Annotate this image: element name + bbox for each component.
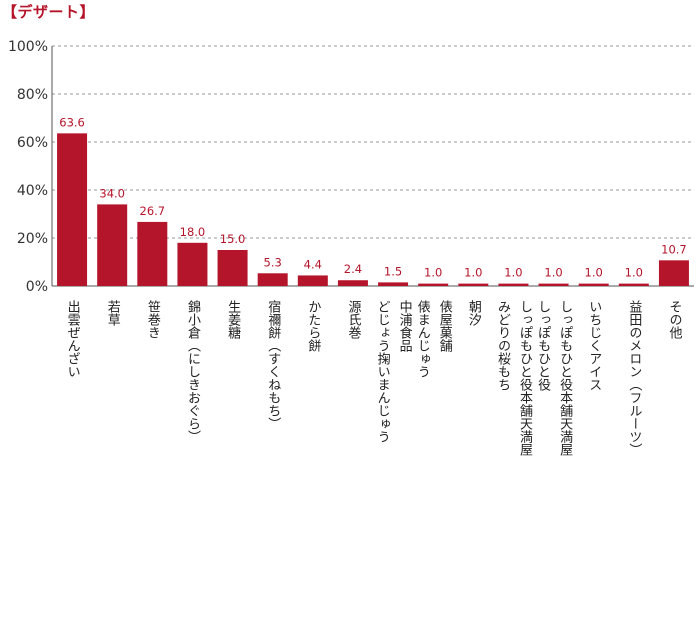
value-label: 1.0 — [585, 266, 603, 280]
bar — [378, 282, 409, 286]
chart-title: 【デザート】 — [2, 3, 96, 21]
value-label: 1.0 — [504, 266, 522, 280]
value-label: 1.0 — [625, 266, 643, 280]
y-tick-label: 60% — [17, 135, 48, 151]
y-tick-label: 100% — [8, 39, 48, 55]
bar — [658, 260, 689, 286]
y-tick-label: 0% — [26, 279, 48, 295]
category-label: 朝汐 — [466, 300, 482, 326]
value-label: 63.6 — [59, 115, 85, 129]
value-label: 26.7 — [140, 204, 166, 218]
category-label: 出雲ぜんざい — [65, 300, 81, 378]
value-label: 4.4 — [304, 257, 322, 271]
bar — [337, 280, 368, 286]
category-label: かたら餅 — [305, 300, 321, 352]
bar — [578, 283, 609, 286]
category-label: どじょう掬いまんじゅう — [375, 300, 391, 443]
bar — [618, 283, 649, 286]
value-label: 1.0 — [544, 266, 562, 280]
bar — [57, 133, 88, 286]
bars — [57, 133, 689, 286]
value-label: 5.3 — [264, 255, 282, 269]
bar — [217, 250, 248, 286]
value-label: 2.4 — [344, 262, 362, 276]
category-label: 錦小倉（にしきおぐら） — [185, 299, 201, 443]
category-labels: 出雲ぜんざい 若草 笹巻き 錦小倉（にしきおぐら） 生姜糖 宿禰餅（すくねもち） かたら餅 源… — [65, 299, 682, 457]
bar — [137, 221, 168, 286]
category-label: 俵まんじゅう — [415, 300, 431, 378]
bar — [257, 273, 288, 286]
y-tick-label: 20% — [17, 231, 48, 247]
category-label: 俵屋菓舗 — [437, 300, 453, 352]
y-tick-label: 80% — [17, 87, 48, 103]
value-label: 1.0 — [424, 266, 442, 280]
y-axis-ticks: 0% 20% 40% 60% 80% 100% — [8, 39, 48, 295]
bar — [418, 283, 449, 286]
category-label: 源氏巻 — [345, 300, 361, 339]
category-label: しっぽもひと役本舗天満屋 — [517, 300, 533, 457]
value-label: 1.0 — [464, 266, 482, 280]
value-label: 34.0 — [99, 186, 125, 200]
category-label: 益田のメロン（フルーツ） — [626, 300, 642, 456]
category-label: その他 — [666, 300, 682, 340]
category-label: しっぽもひと役本舗天満屋 — [557, 300, 573, 457]
category-label: 生姜糖 — [225, 300, 241, 340]
value-label: 15.0 — [220, 232, 246, 246]
bar — [297, 275, 328, 286]
value-labels: 63.6 34.0 26.7 18.0 15.0 5.3 4.4 2.4 1.5 1.0 1.0 1.… — [59, 115, 686, 279]
category-label: 若草 — [105, 299, 121, 326]
bar — [177, 242, 208, 286]
bar — [498, 283, 529, 286]
category-label: しっぽもひと役 — [535, 300, 551, 391]
category-label: いちじくアイス — [586, 300, 601, 391]
category-label: 笹巻き — [145, 299, 161, 339]
bar — [458, 283, 489, 286]
value-label: 10.7 — [661, 242, 687, 256]
category-label: 中浦食品 — [397, 300, 413, 352]
bar — [538, 283, 569, 286]
bar — [97, 204, 128, 286]
value-label: 18.0 — [180, 225, 206, 239]
category-label: みどりの桜もち — [495, 300, 511, 391]
category-label: 宿禰餅（すくねもち） — [265, 299, 281, 430]
y-tick-label: 40% — [17, 183, 48, 199]
value-label: 1.5 — [384, 264, 402, 278]
